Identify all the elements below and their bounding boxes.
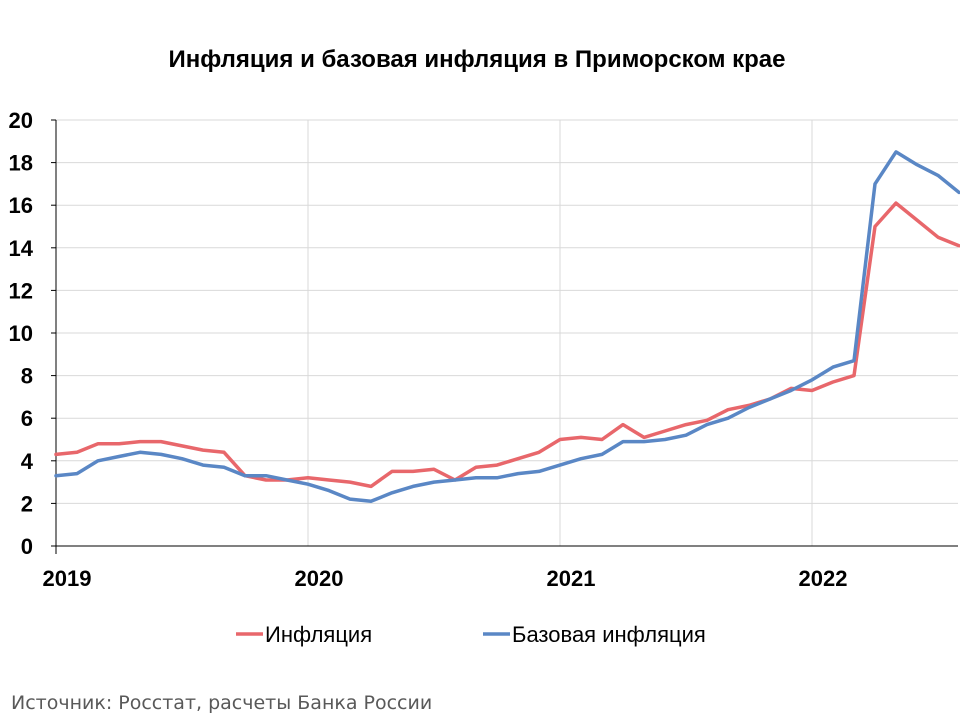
source-note: Источник: Росстат, расчеты Банка России (11, 692, 433, 714)
y-tick-label: 18 (9, 151, 33, 176)
y-tick-label: 20 (9, 108, 33, 133)
series-lines (54, 150, 960, 504)
x-tick-label: 2020 (295, 566, 344, 591)
y-tick-label: 2 (21, 491, 33, 516)
y-tick-label: 14 (9, 236, 34, 261)
series-line-1 (54, 201, 960, 489)
x-tick-label: 2022 (799, 566, 848, 591)
y-tick-label: 4 (21, 449, 34, 474)
series-line-2 (54, 150, 960, 504)
chart-title: Инфляция и базовая инфляция в Приморском… (168, 46, 785, 73)
y-tick-label: 12 (9, 278, 33, 303)
grid (56, 119, 958, 546)
axes (51, 119, 958, 554)
x-axis-ticks: 2019 2020 2021 2022 (43, 566, 848, 591)
y-tick-label: 0 (21, 534, 33, 559)
y-axis-ticks: 0 2 4 6 8 10 12 14 16 18 20 (9, 108, 34, 559)
y-tick-label: 6 (21, 406, 33, 431)
y-tick-label: 10 (9, 321, 33, 346)
x-tick-label: 2019 (43, 566, 92, 591)
legend-label: Инфляция (265, 622, 372, 647)
legend-label: Базовая инфляция (512, 622, 706, 647)
x-tick-label: 2021 (547, 566, 596, 591)
y-tick-label: 16 (9, 193, 33, 218)
legend: Инфляция Базовая инфляция (236, 622, 706, 647)
y-tick-label: 8 (21, 364, 33, 389)
